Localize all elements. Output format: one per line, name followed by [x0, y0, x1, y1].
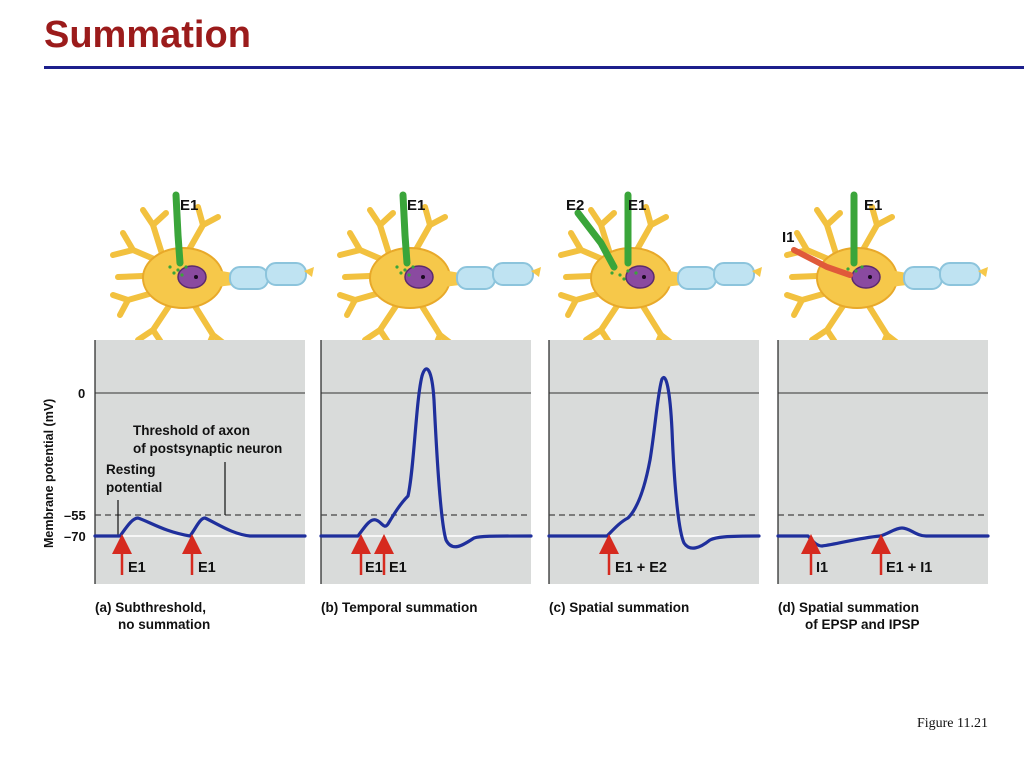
- y-tick-0: 0: [78, 386, 85, 401]
- figure-reference: Figure 11.21: [916, 716, 988, 731]
- threshold-annotation-line2: of postsynaptic neuron: [133, 441, 282, 456]
- neuron-label-d-i1: I1: [782, 229, 795, 246]
- neuron-label-c-e2: E2: [566, 197, 584, 214]
- stim-label-d1: I1: [816, 560, 828, 576]
- y-axis-label: Membrane potential (mV): [42, 399, 56, 548]
- plot-panel-d: [778, 340, 988, 584]
- plot-panel-c: [549, 340, 759, 584]
- caption-d-line1: (d) Spatial summation: [778, 600, 919, 615]
- caption-d-line2: of EPSP and IPSP: [805, 617, 920, 632]
- title-rule: [44, 66, 1024, 69]
- y-tick-minus55: –55: [64, 508, 86, 523]
- neuron-d: [787, 191, 988, 347]
- neuron-c: [561, 191, 762, 347]
- caption-c-line1: (c) Spatial summation: [549, 600, 689, 615]
- stim-label-c1: E1 + E2: [615, 560, 667, 576]
- neuron-a: [113, 191, 314, 347]
- trace-b: [319, 367, 533, 549]
- resting-annotation-line2: potential: [106, 480, 162, 495]
- caption-a-line2: no summation: [118, 617, 210, 632]
- neuron-label-d-e1: E1: [864, 197, 882, 214]
- excitatory-fiber-e2: [574, 209, 618, 271]
- y-tick-minus70: –70: [64, 529, 86, 544]
- neuron-label-b-e1: E1: [407, 197, 425, 214]
- threshold-annotation-line1: Threshold of axon: [133, 423, 250, 438]
- plot-panel-b: [321, 340, 531, 584]
- excitatory-fiber-e1: [172, 191, 184, 267]
- trace-c: [547, 375, 761, 550]
- caption-b-line1: (b) Temporal summation: [321, 600, 478, 615]
- stim-label-d2: E1 + I1: [886, 560, 932, 576]
- excitatory-fiber-e1: [399, 191, 411, 267]
- stim-label-b1: E1: [365, 560, 383, 576]
- stim-label-a2: E1: [198, 560, 216, 576]
- slide-title: Summation: [44, 14, 251, 56]
- resting-annotation-line1: Resting: [106, 462, 156, 477]
- neuron-b: [340, 191, 541, 347]
- inhibitory-fiber-i1: [791, 247, 853, 278]
- stim-label-a1: E1: [128, 560, 146, 576]
- neuron-label-c-e1: E1: [628, 197, 646, 214]
- stim-label-b2: E1: [389, 560, 407, 576]
- neuron-label-a-e1: E1: [180, 197, 198, 214]
- caption-a-line1: (a) Subthreshold,: [95, 600, 206, 615]
